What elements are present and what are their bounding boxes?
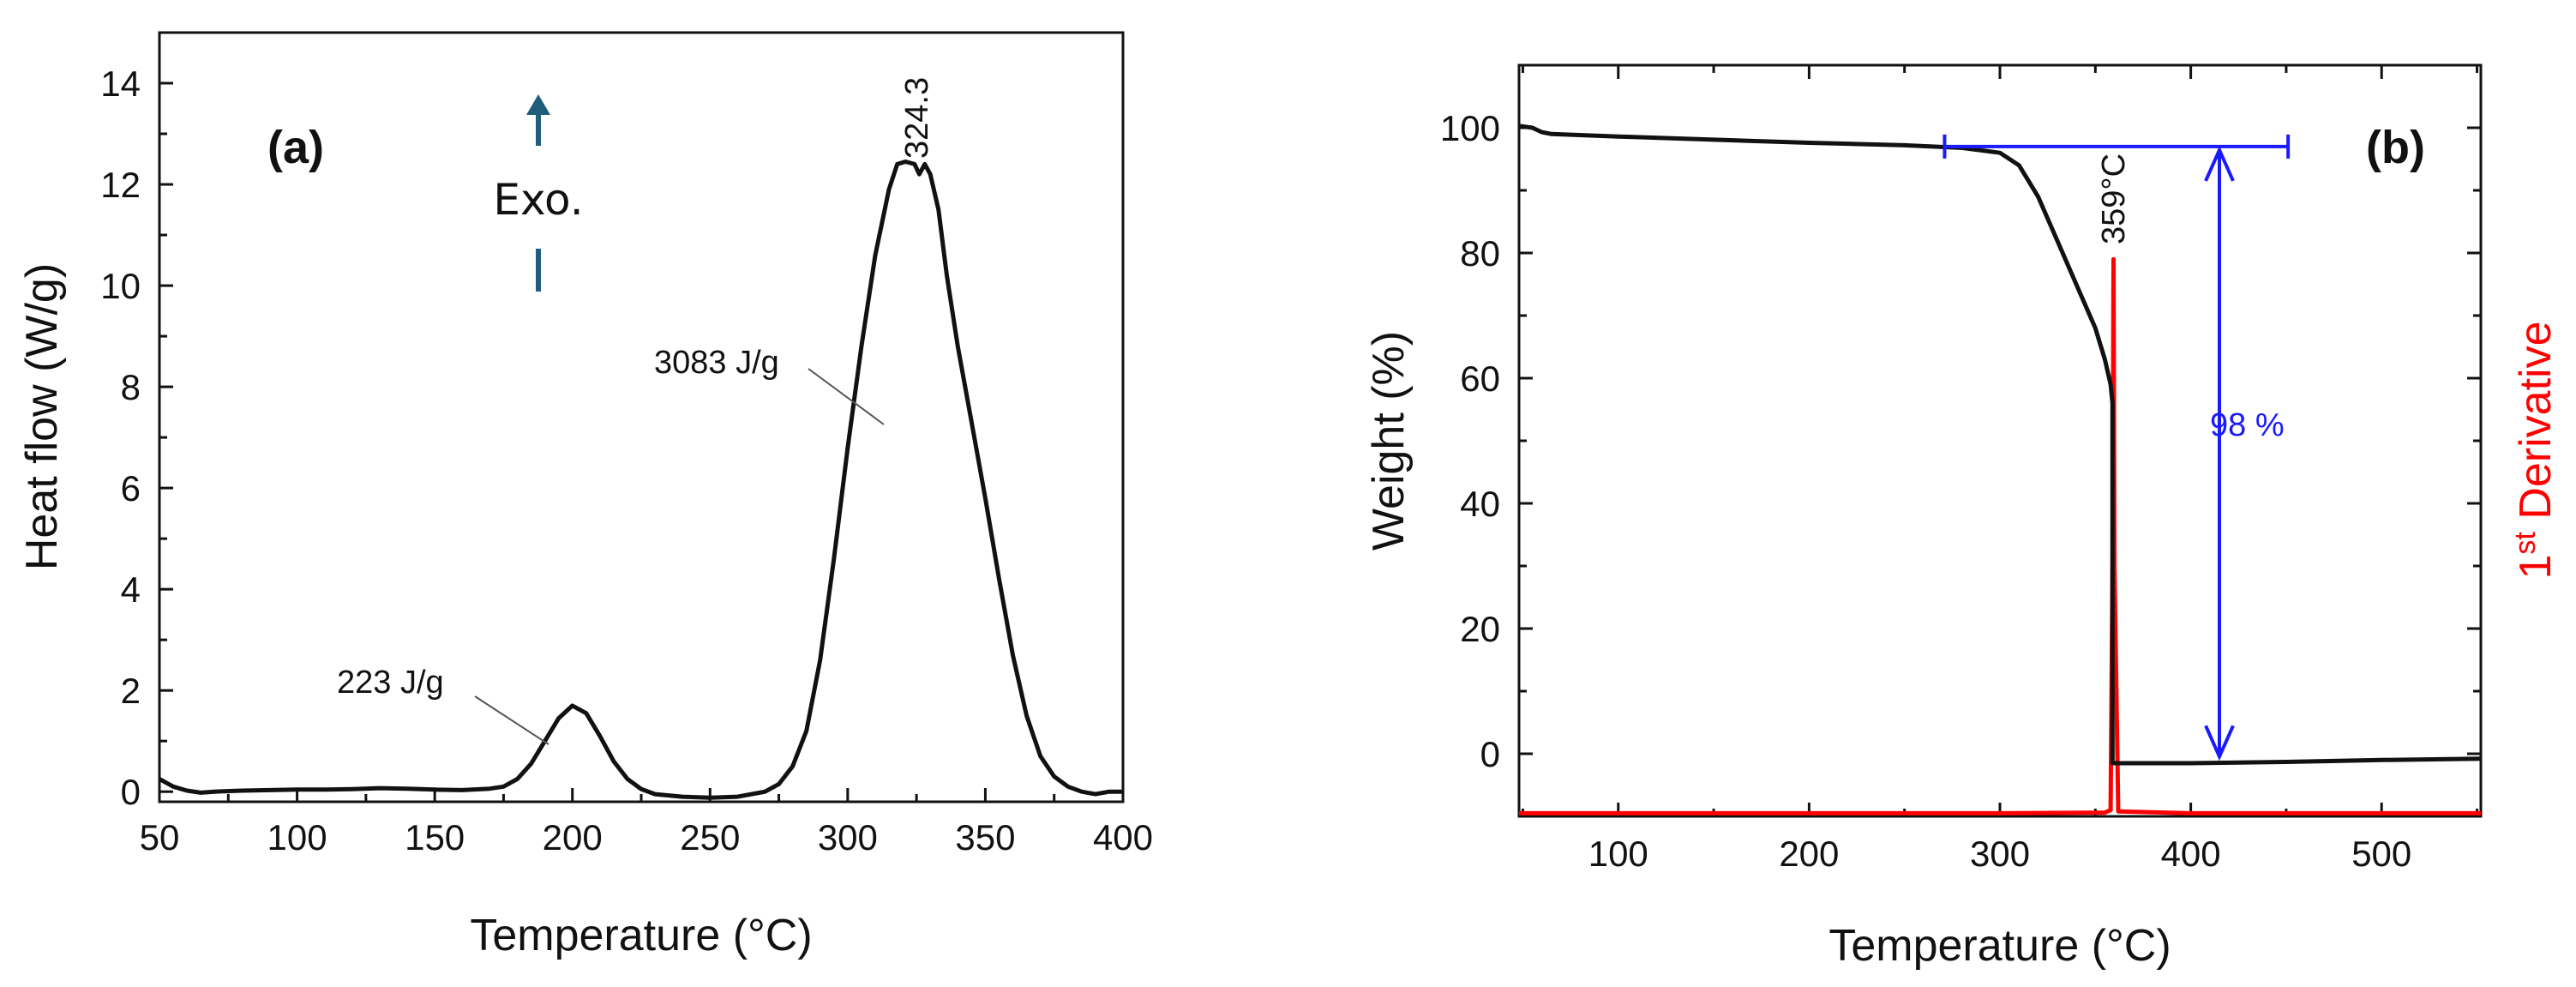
- x-tick-label: 200: [1779, 834, 1839, 874]
- x-tick-label: 500: [2351, 834, 2411, 874]
- panel-a-x-ticks: 50 100 150 200 250 300 350 400: [140, 788, 1153, 858]
- y-tick-label: 12: [100, 165, 141, 205]
- y-tick-label: 100: [1440, 108, 1500, 148]
- y-tick-label: 10: [100, 266, 141, 306]
- peak-359-label: 359°C: [2096, 153, 2132, 244]
- y-tick-label: 80: [1460, 233, 1500, 274]
- x-tick-label: 400: [2161, 834, 2221, 874]
- y-tick-label: 14: [100, 63, 141, 104]
- y-tick-label: 60: [1460, 358, 1500, 399]
- panel-a-x-axis-title: Temperature (°C): [470, 911, 812, 960]
- y-tick-label: 0: [121, 772, 141, 812]
- x-tick-label: 200: [543, 817, 603, 858]
- panel-b-y-ticks: 0 20 40 60 80 100: [1440, 108, 1533, 774]
- x-tick-label: 300: [818, 817, 878, 858]
- weight-loss-line: [1518, 123, 2482, 766]
- panel-b-right-axis-title: 1st Derivative: [2509, 321, 2561, 579]
- peak-temp-label: 324.3: [899, 77, 935, 159]
- bracket-arrowhead-down: [2204, 725, 2235, 761]
- x-tick-label: 150: [405, 817, 465, 858]
- enthalpy-223-leader: [474, 695, 549, 745]
- panel-b-tga-chart: 100 200 300 400 500 0 20 40 60 80 100 (b) 359°C 9…: [1364, 63, 2561, 971]
- weight-loss-98-label: 98 %: [2210, 407, 2285, 443]
- x-tick-label: 50: [140, 817, 180, 858]
- panel-a-y-ticks: 0 2 4 6 8 10 12 14: [100, 63, 173, 812]
- y-tick-label: 4: [121, 569, 141, 610]
- y-tick-label: 40: [1460, 484, 1500, 524]
- y-tick-label: 2: [121, 671, 141, 711]
- panel-a-y-axis-title: Heat flow (W/g): [17, 263, 67, 570]
- weight-loss-bracket: [1943, 134, 2291, 761]
- enthalpy-3083-leader: [808, 368, 885, 425]
- panel-b-right-ticks: [2467, 63, 2481, 818]
- bracket-arrowhead-up: [2204, 145, 2235, 182]
- exo-label: Exo.: [493, 175, 583, 225]
- exo-arrow: [526, 94, 550, 292]
- y-tick-label: 8: [121, 367, 141, 407]
- x-tick-label: 100: [1588, 834, 1648, 874]
- x-tick-label: 400: [1093, 817, 1153, 858]
- x-tick-label: 250: [680, 817, 740, 858]
- x-tick-label: 350: [955, 817, 1015, 858]
- dsc-heat-flow-line: [158, 159, 1123, 800]
- enthalpy-223-label: 223 J/g: [337, 665, 444, 701]
- y-tick-label: 6: [121, 468, 141, 509]
- x-tick-label: 100: [267, 817, 327, 858]
- panel-a-label: (a): [267, 122, 324, 173]
- y-tick-label: 0: [1480, 734, 1500, 774]
- panel-b-label: (b): [2366, 122, 2425, 173]
- y-tick-label: 20: [1460, 609, 1500, 649]
- exo-arrow-head: [526, 94, 550, 115]
- x-tick-label: 300: [1970, 834, 2030, 874]
- panel-b-y-axis-title: Weight (%): [1364, 331, 1414, 551]
- panel-b-x-axis-title: Temperature (°C): [1828, 921, 2171, 971]
- enthalpy-3083-label: 3083 J/g: [654, 345, 779, 381]
